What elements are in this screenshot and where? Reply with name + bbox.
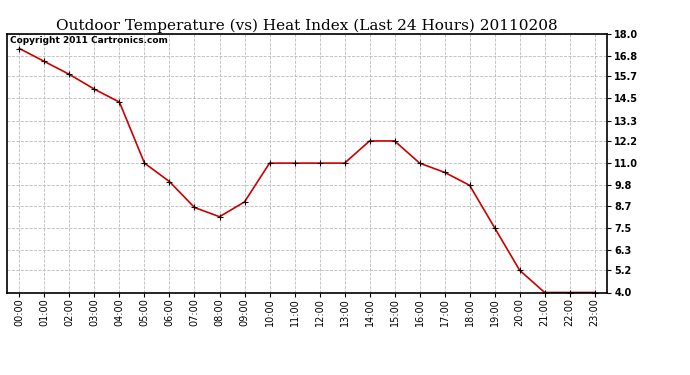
Title: Outdoor Temperature (vs) Heat Index (Last 24 Hours) 20110208: Outdoor Temperature (vs) Heat Index (Las… [57,18,558,33]
Text: Copyright 2011 Cartronics.com: Copyright 2011 Cartronics.com [10,36,168,45]
